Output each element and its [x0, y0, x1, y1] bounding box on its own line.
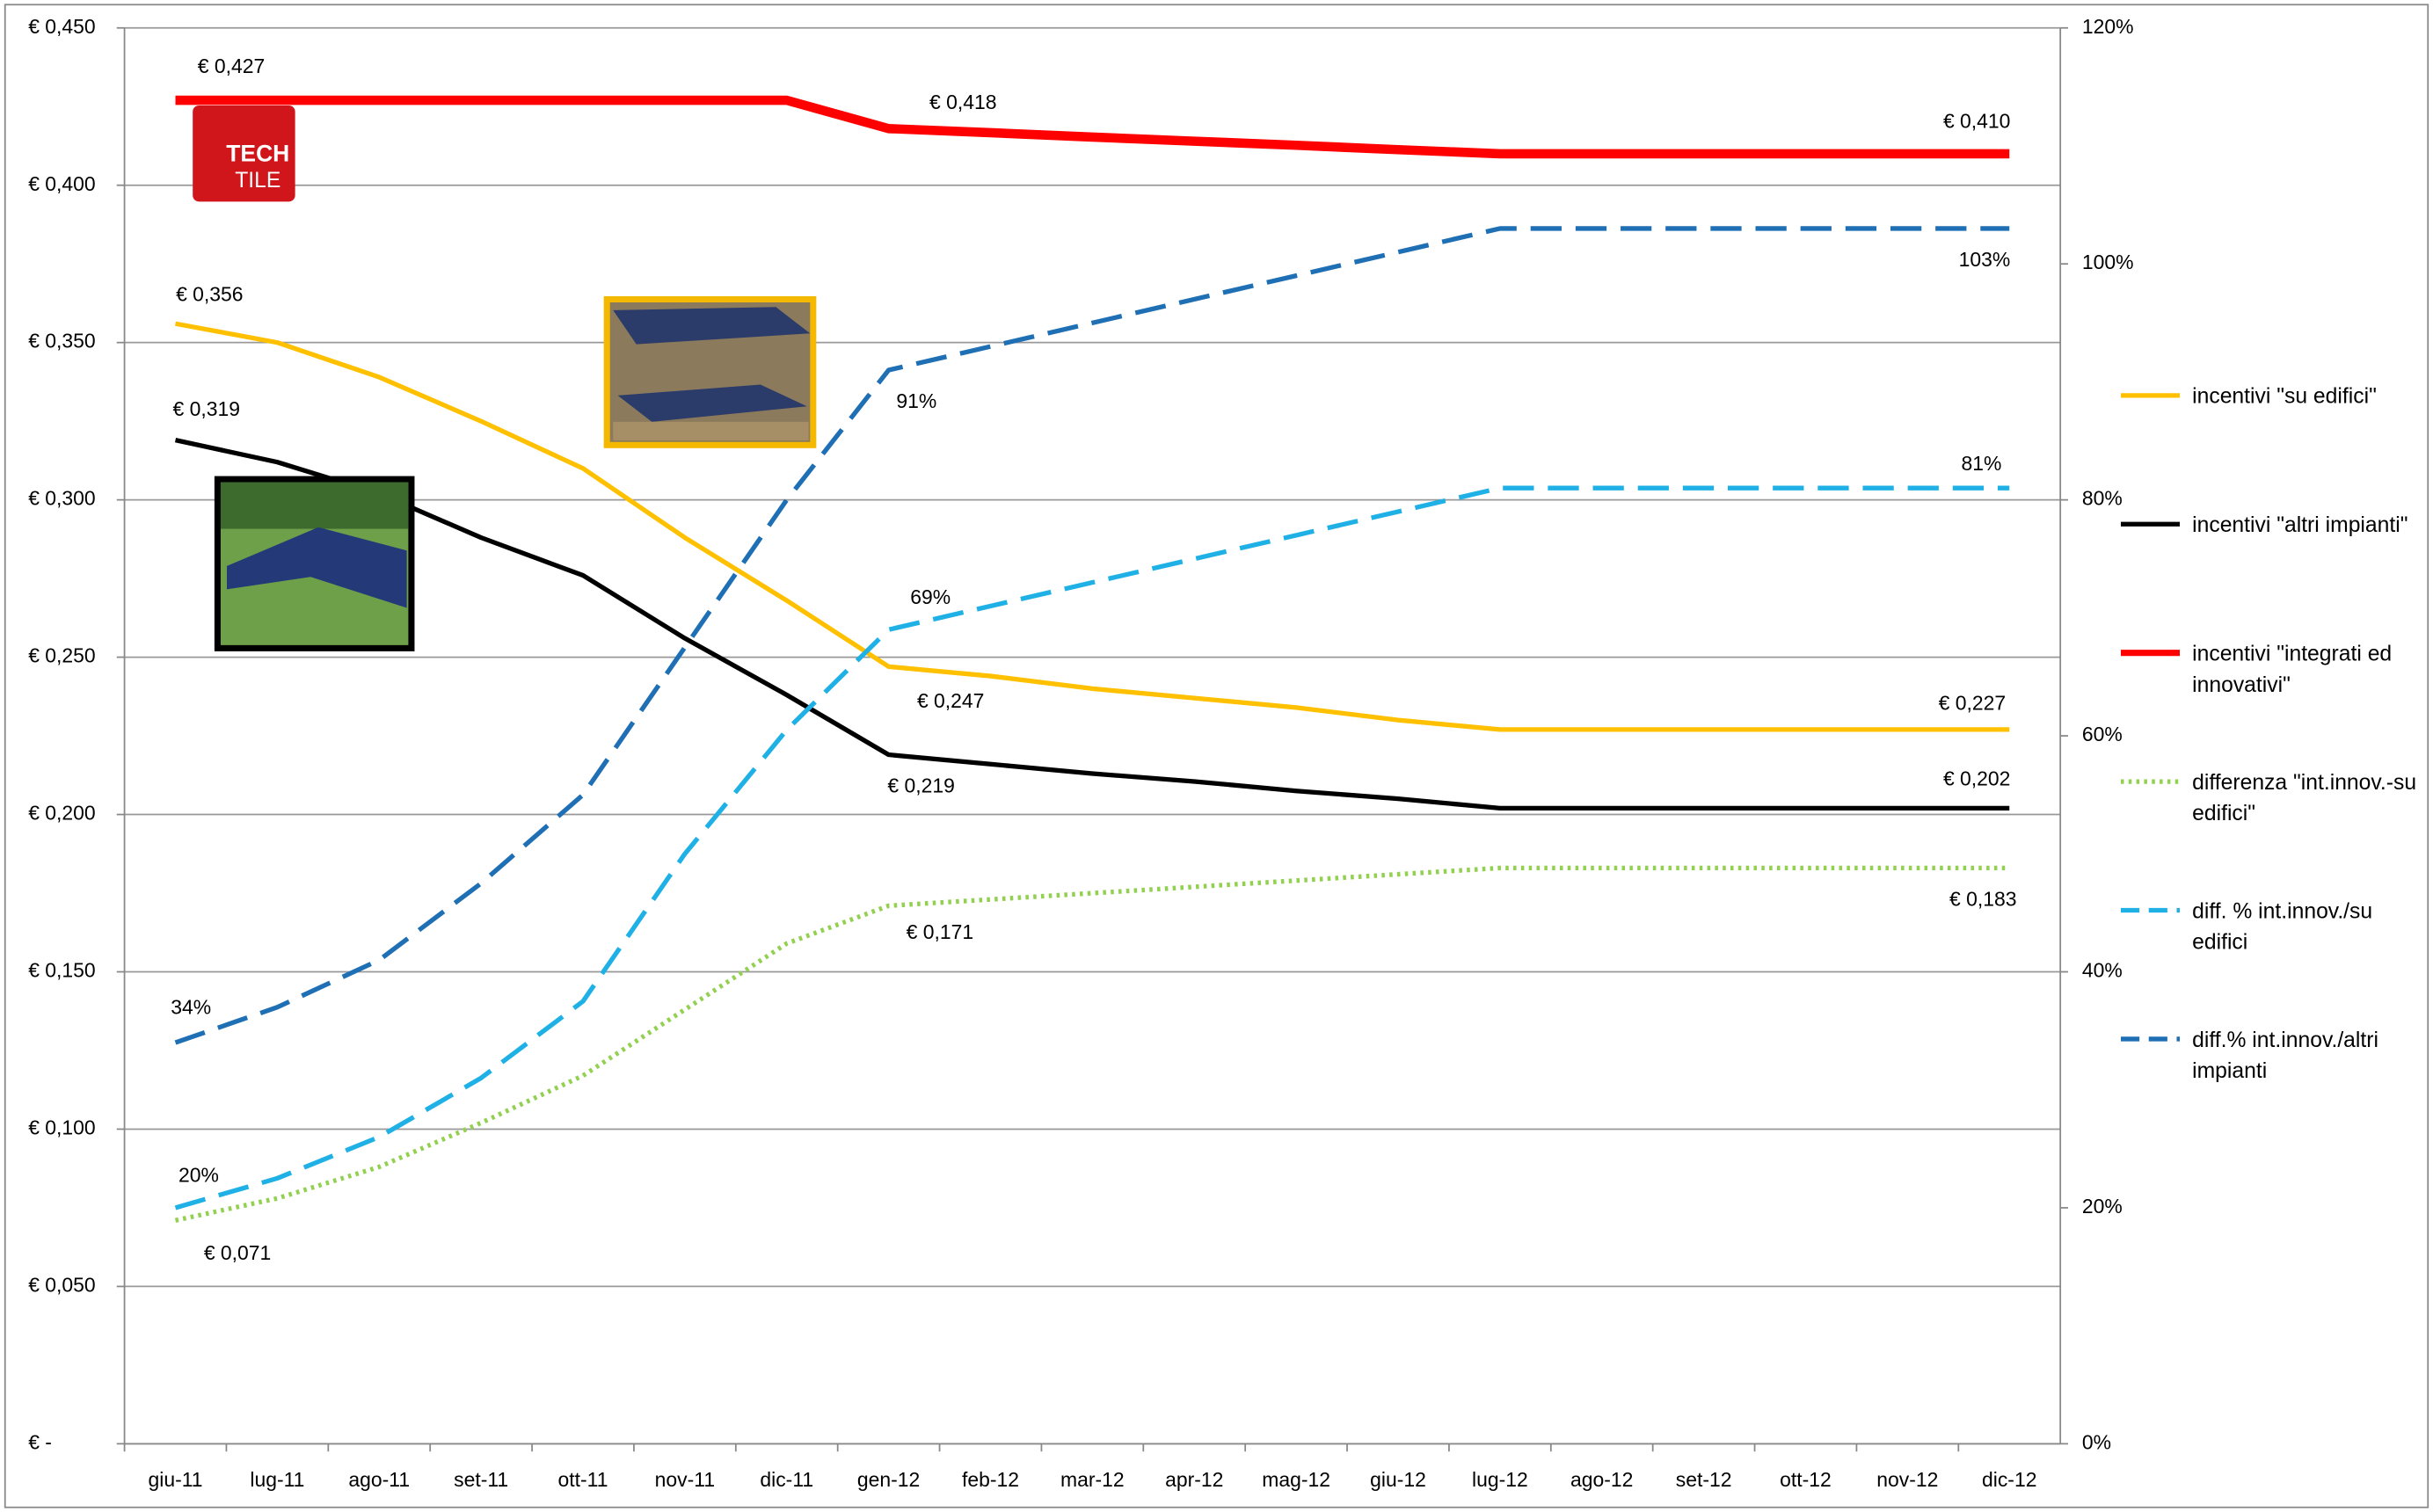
y2-tick-label: 80%: [2082, 487, 2123, 510]
logo: TECH TILE: [193, 105, 295, 202]
x-tick-label: giu-12: [1370, 1468, 1426, 1491]
logo-text: TILE: [235, 169, 280, 193]
series-line: [174, 438, 2010, 811]
legend-label: incentivi "altri impianti": [2192, 512, 2408, 537]
data-label: € 0,356: [176, 283, 243, 306]
x-tick-label: mar-12: [1060, 1468, 1125, 1491]
data-label: € 0,227: [1939, 692, 2006, 715]
x-tick-label: feb-12: [962, 1468, 1019, 1491]
x-tick-label: ago-11: [348, 1468, 410, 1491]
y-tick-label: € 0,450: [28, 15, 95, 38]
legend-entry: differenza "int.innov.-su edifici": [2117, 766, 2420, 828]
grid: [116, 26, 2068, 1452]
legend: incentivi "su edifici" incentivi "altri i…: [2117, 372, 2428, 1147]
x-tick-label: set-12: [1676, 1468, 1732, 1491]
photo-house: [603, 295, 817, 448]
legend-label: diff. % int.innov./su edifici: [2192, 898, 2373, 954]
y2-tick-label: 0%: [2082, 1430, 2111, 1453]
x-tick-label: lug-11: [250, 1468, 304, 1491]
data-label: 69%: [910, 585, 951, 608]
legend-swatch: [2120, 1036, 2181, 1042]
data-label: 81%: [1962, 452, 2002, 475]
y-tick-label: € 0,200: [28, 802, 95, 825]
y2-tick-label: 40%: [2082, 959, 2123, 982]
data-label: € 0,319: [173, 397, 240, 420]
x-tick-label: mag-12: [1262, 1468, 1330, 1491]
data-label: € 0,183: [1949, 888, 2016, 911]
legend-swatch: [2120, 650, 2181, 657]
data-label: 20%: [178, 1164, 219, 1187]
x-tick-label: ago-12: [1570, 1468, 1633, 1491]
data-label: € 0,410: [1943, 110, 2010, 133]
series-line: [174, 485, 2010, 1210]
y-tick-label: € -: [28, 1430, 52, 1453]
x-tick-label: nov-11: [655, 1468, 715, 1491]
x-tick-label: lug-12: [1472, 1468, 1528, 1491]
legend-box: incentivi "su edifici" incentivi "altri i…: [2117, 372, 2428, 1147]
data-label: 103%: [1959, 248, 2011, 271]
legend-swatch: [2120, 521, 2181, 527]
data-label: € 0,171: [907, 920, 973, 943]
labels: € - € 0,050 € 0,100 € 0,150 € 0,200 € 0,250 € …: [28, 15, 2133, 1491]
x-tick-label: gen-12: [857, 1468, 920, 1491]
legend-entry: incentivi "su edifici": [2117, 380, 2420, 411]
legend-label: incentivi "su edifici": [2192, 382, 2377, 408]
legend-label: diff.% int.innov./altri impianti: [2192, 1026, 2378, 1083]
y2-tick-label: 100%: [2082, 251, 2134, 273]
x-tick-label: apr-12: [1165, 1468, 1223, 1491]
legend-entry: diff.% int.innov./altri impianti: [2117, 1023, 2420, 1086]
data-label: € 0,219: [887, 774, 954, 797]
legend-entry: incentivi "altri impianti": [2117, 509, 2420, 540]
data-label: € 0,202: [1943, 767, 2010, 790]
y2-tick-label: 20%: [2082, 1195, 2123, 1218]
series-line: [174, 226, 2010, 1045]
data-label: € 0,247: [917, 689, 984, 712]
legend-swatch: [2120, 393, 2181, 398]
y-tick-label: € 0,150: [28, 959, 95, 982]
series-line: [175, 321, 2010, 732]
y2-tick-label: 60%: [2082, 723, 2123, 745]
data-label: 91%: [896, 389, 936, 412]
legend-label: differenza "int.innov.-su edifici": [2192, 768, 2417, 825]
y-tick-label: € 0,050: [28, 1273, 95, 1296]
y-tick-label: € 0,350: [28, 330, 95, 353]
y-tick-label: € 0,250: [28, 644, 95, 667]
data-label: 34%: [171, 995, 211, 1018]
x-tick-label: ott-12: [1780, 1468, 1832, 1491]
x-tick-label: dic-11: [760, 1468, 813, 1491]
y-tick-label: € 0,400: [28, 172, 95, 195]
legend-entry: diff. % int.innov./su edifici: [2117, 895, 2420, 957]
photo-field: [214, 476, 415, 651]
series-lines: [174, 95, 2010, 1223]
data-label: € 0,427: [198, 55, 265, 77]
legend-entry: incentivi "integrati ed innovativi": [2117, 637, 2420, 700]
logo-text: TECH: [226, 140, 289, 166]
legend-label: incentivi "integrati ed innovativi": [2192, 640, 2393, 697]
chart-frame: [4, 4, 2429, 1508]
y2-tick-label: 120%: [2082, 15, 2134, 38]
legend-swatch: [2120, 779, 2181, 784]
x-tick-label: giu-11: [148, 1468, 202, 1491]
x-tick-label: nov-12: [1876, 1468, 1938, 1491]
x-tick-label: ott-11: [558, 1468, 608, 1491]
x-tick-label: dic-12: [1982, 1468, 2036, 1491]
data-label: € 0,418: [929, 91, 996, 113]
y-tick-label: € 0,300: [28, 487, 95, 510]
series-line: [175, 95, 2010, 159]
data-label: € 0,071: [204, 1241, 271, 1264]
x-tick-label: set-11: [454, 1468, 508, 1491]
y-tick-label: € 0,100: [28, 1116, 95, 1139]
legend-swatch: [2120, 907, 2181, 913]
